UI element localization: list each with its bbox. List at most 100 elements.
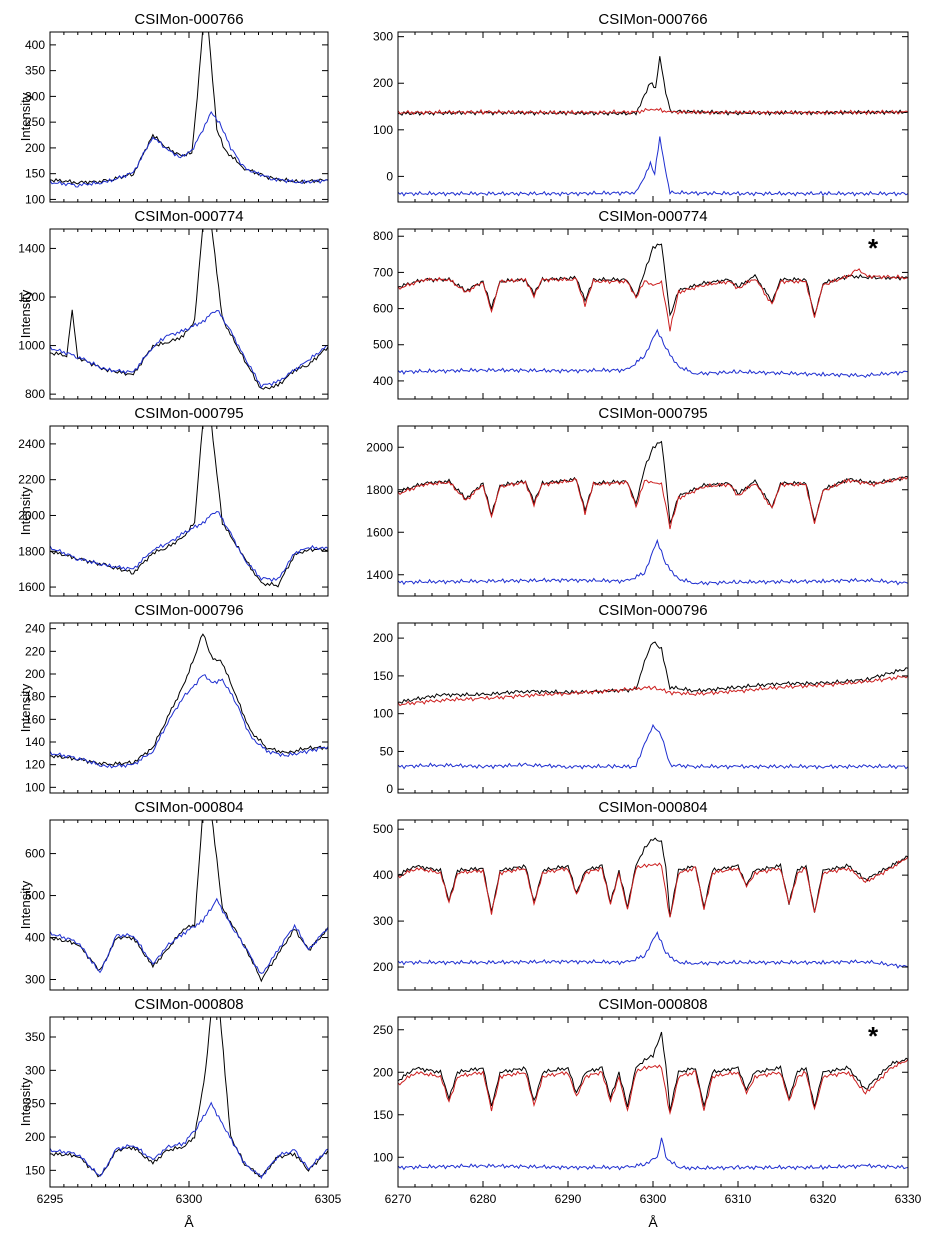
y-tick-label: 1800 bbox=[366, 483, 393, 497]
y-tick-label: 300 bbox=[373, 914, 393, 928]
y-tick-label: 400 bbox=[25, 38, 45, 52]
panel-title: CSIMon-000774 bbox=[598, 208, 707, 225]
y-tick-label: 0 bbox=[386, 782, 393, 796]
x-tick-label: 6330 bbox=[895, 1192, 922, 1206]
panel-right-5: CSIMon-000804 200 300 400 500 bbox=[373, 799, 909, 991]
series-line-2 bbox=[50, 510, 328, 583]
y-tick-label: 220 bbox=[25, 644, 45, 658]
y-tick-label: 2000 bbox=[18, 508, 45, 522]
y-tick-label: 300 bbox=[25, 973, 45, 987]
y-tick-label: 800 bbox=[25, 387, 45, 401]
panel-left-4: CSIMon-000796 100 120 140 160 180 200 220 240 Int… bbox=[18, 602, 329, 794]
y-tick-label: 500 bbox=[373, 822, 393, 836]
series-line-1 bbox=[50, 820, 328, 983]
y-tick-label: 300 bbox=[25, 1063, 45, 1077]
y-axis-label: Intensity bbox=[18, 880, 33, 929]
series-line-2 bbox=[398, 856, 908, 918]
panel-title: CSIMon-000795 bbox=[134, 405, 243, 422]
y-tick-label: 150 bbox=[25, 1163, 45, 1177]
y-tick-label: 200 bbox=[25, 667, 45, 681]
y-tick-label: 250 bbox=[25, 115, 45, 129]
panel-title: CSIMon-000796 bbox=[134, 602, 243, 619]
panels: CSIMon-000766 100 150 200 250 300 350 400 Intens… bbox=[18, 11, 922, 1206]
y-tick-label: 300 bbox=[25, 89, 45, 103]
y-axis-label: Intensity bbox=[18, 1077, 33, 1126]
y-tick-label: 1400 bbox=[366, 568, 393, 582]
series-line-2 bbox=[398, 675, 908, 707]
series-line-1 bbox=[398, 641, 908, 704]
x-tick-label: 6310 bbox=[725, 1192, 752, 1206]
series-line-3 bbox=[398, 538, 908, 586]
y-tick-label: 140 bbox=[25, 735, 45, 749]
y-tick-label: 100 bbox=[25, 192, 45, 206]
y-tick-label: 150 bbox=[373, 669, 393, 683]
y-axis-label: Intensity bbox=[18, 683, 33, 732]
y-tick-label: 2000 bbox=[366, 440, 393, 454]
x-tick-label: 6295 bbox=[37, 1192, 64, 1206]
y-tick-label: 100 bbox=[373, 707, 393, 721]
panel-title: CSIMon-000795 bbox=[598, 405, 707, 422]
y-tick-label: 0 bbox=[386, 169, 393, 183]
y-tick-label: 100 bbox=[373, 1150, 393, 1164]
series-line-2 bbox=[398, 1059, 908, 1116]
y-tick-label: 1400 bbox=[18, 241, 45, 255]
panel-right-2: CSIMon-000774 400 500 600 700 800 * bbox=[373, 208, 909, 400]
y-tick-label: 200 bbox=[373, 1065, 393, 1079]
y-tick-label: 700 bbox=[373, 265, 393, 279]
x-tick-label: 6290 bbox=[555, 1192, 582, 1206]
y-tick-label: 800 bbox=[373, 229, 393, 243]
y-tick-label: 350 bbox=[25, 64, 45, 78]
y-tick-label: 500 bbox=[25, 889, 45, 903]
panel-title: CSIMon-000804 bbox=[598, 799, 707, 816]
y-tick-label: 150 bbox=[25, 167, 45, 181]
y-tick-label: 160 bbox=[25, 712, 45, 726]
y-axis-label: Intensity bbox=[18, 486, 33, 535]
y-tick-label: 500 bbox=[373, 338, 393, 352]
series-line-2 bbox=[398, 107, 908, 116]
series-line-2 bbox=[398, 476, 908, 530]
panel-title: CSIMon-000808 bbox=[598, 996, 707, 1013]
y-tick-label: 350 bbox=[25, 1030, 45, 1044]
y-tick-label: 200 bbox=[373, 631, 393, 645]
panel-title: CSIMon-000766 bbox=[598, 11, 707, 28]
x-tick-label: 6305 bbox=[315, 1192, 342, 1206]
series-line-2 bbox=[50, 674, 328, 769]
y-tick-label: 240 bbox=[25, 622, 45, 636]
series-line-1 bbox=[398, 1031, 908, 1112]
y-tick-label: 2400 bbox=[18, 437, 45, 451]
x-axis-label-left: Å bbox=[184, 1214, 194, 1230]
y-tick-label: 400 bbox=[373, 868, 393, 882]
panel-left-1: CSIMon-000766 100 150 200 250 300 350 400 Intens… bbox=[18, 11, 329, 206]
y-tick-label: 100 bbox=[25, 780, 45, 794]
panel-title: CSIMon-000766 bbox=[134, 11, 243, 28]
y-tick-label: 1600 bbox=[18, 580, 45, 594]
y-tick-label: 400 bbox=[373, 374, 393, 388]
panel-left-6: CSIMon-000808 150 200 250 300 350 6295 6300 6305… bbox=[18, 996, 342, 1206]
series-line-3 bbox=[398, 136, 908, 197]
y-tick-label: 50 bbox=[380, 744, 394, 758]
series-line-2 bbox=[398, 268, 908, 332]
panel-right-6: CSIMon-000808 100 150 200 250 6270 6280 6290 630… bbox=[373, 996, 922, 1206]
series-line-1 bbox=[50, 633, 328, 767]
y-tick-label: 1800 bbox=[18, 544, 45, 558]
y-tick-label: 250 bbox=[373, 1023, 393, 1037]
panel-right-3: CSIMon-000795 1400 1600 1800 2000 bbox=[366, 405, 909, 597]
y-tick-label: 200 bbox=[25, 141, 45, 155]
annotation-star: * bbox=[868, 1021, 879, 1051]
y-tick-label: 600 bbox=[25, 847, 45, 861]
panel-title: CSIMon-000808 bbox=[134, 996, 243, 1013]
panel-title: CSIMon-000774 bbox=[134, 208, 243, 225]
y-tick-label: 200 bbox=[373, 76, 393, 90]
y-tick-label: 1000 bbox=[18, 339, 45, 353]
panel-left-2: CSIMon-000774 800 1000 1200 1400 Intensity bbox=[18, 208, 329, 401]
y-tick-label: 100 bbox=[373, 123, 393, 137]
y-tick-label: 200 bbox=[25, 1130, 45, 1144]
x-tick-label: 6320 bbox=[810, 1192, 837, 1206]
panel-title: CSIMon-000796 bbox=[598, 602, 707, 619]
series-line-2 bbox=[50, 309, 328, 389]
series-line-3 bbox=[398, 328, 908, 379]
y-axis-label: Intensity bbox=[18, 289, 33, 338]
y-tick-label: 2200 bbox=[18, 473, 45, 487]
x-axis-label-right: Å bbox=[648, 1214, 658, 1230]
y-tick-label: 120 bbox=[25, 758, 45, 772]
